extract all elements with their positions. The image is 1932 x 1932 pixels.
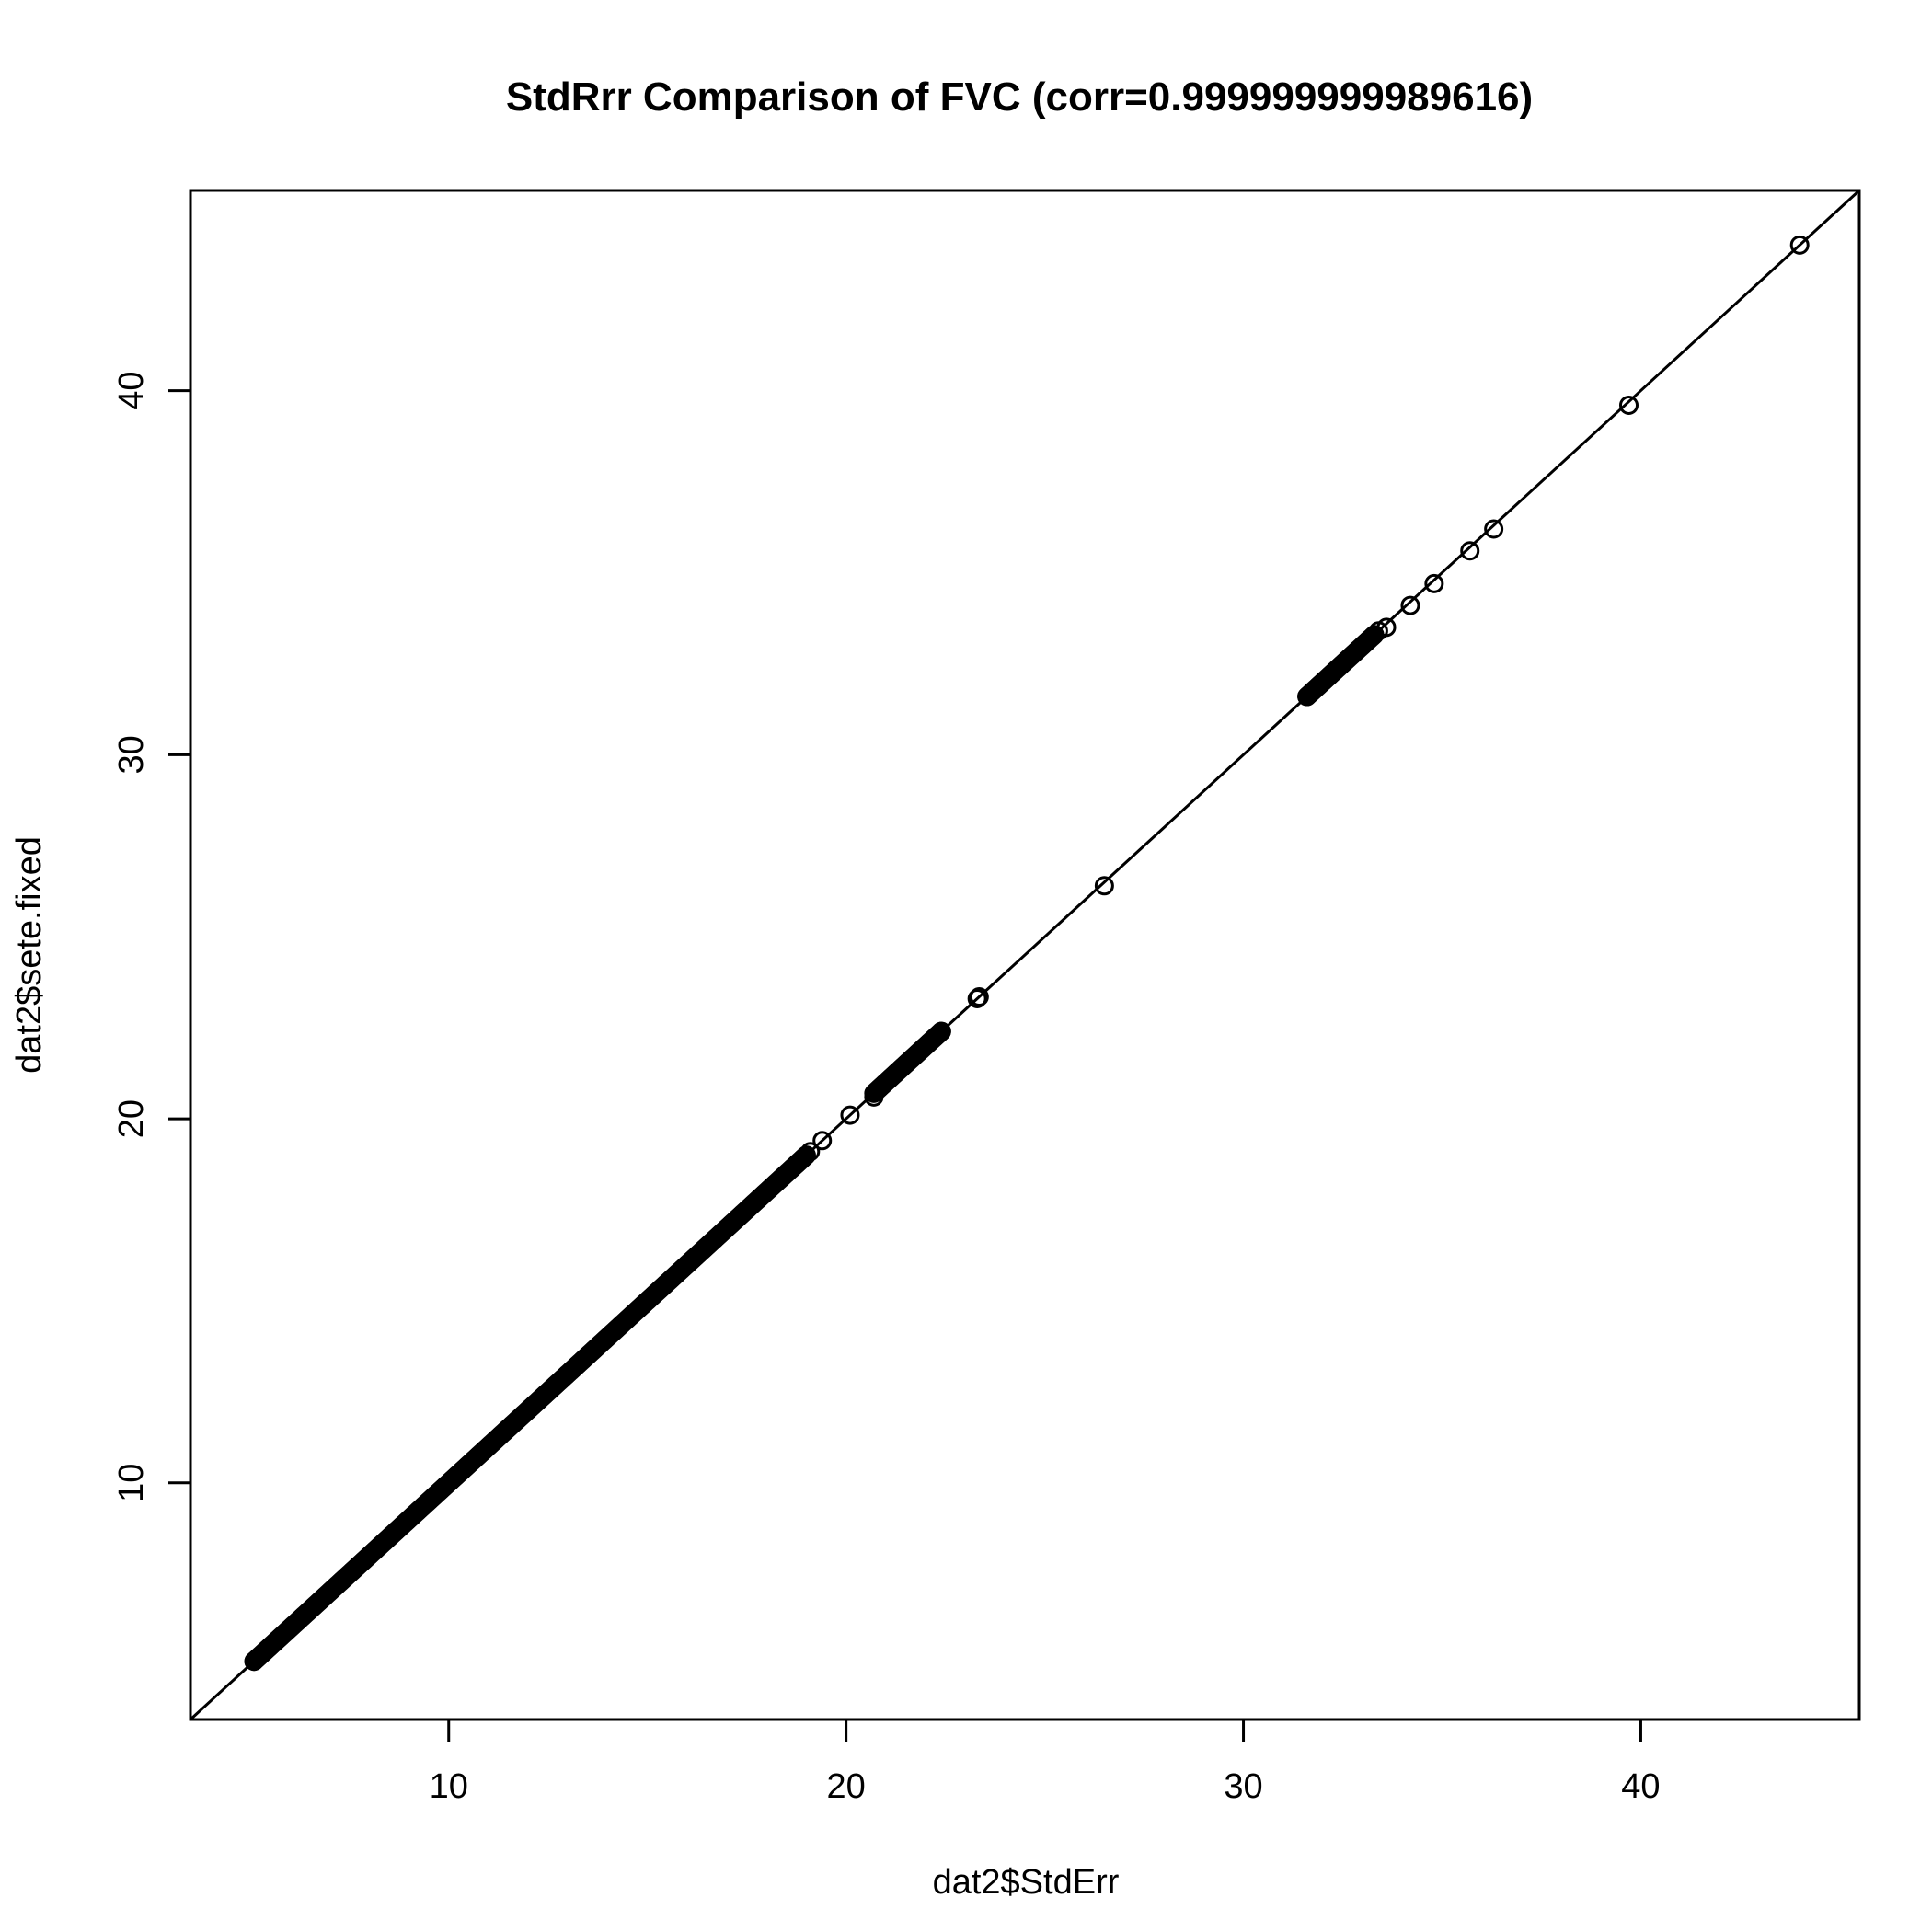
data-point [812,1131,833,1151]
x-tick-label: 10 [430,1767,468,1806]
data-point [796,1145,816,1166]
data-point [1619,395,1639,415]
y-axis-label: dat2$sete.fixed [10,836,49,1074]
data-point [864,1087,884,1107]
plot-area [189,189,1861,1721]
data-point [1484,519,1504,539]
y-tick-label: 30 [112,735,151,774]
x-tick-label: 40 [1621,1767,1660,1806]
y-tick-label: 20 [112,1099,151,1138]
x-tick-label: 30 [1224,1767,1262,1806]
data-point [931,1021,951,1041]
data-point [1460,541,1480,561]
data-point [1297,686,1317,707]
data-point [800,1142,821,1162]
y-axis: 10 20 30 40 [112,372,190,1502]
data-point [1094,876,1114,896]
data-point [840,1105,860,1125]
data-point [927,1025,948,1045]
data-point [1789,235,1810,255]
data-point [969,987,989,1007]
data-point [1424,573,1444,593]
plot-frame [189,189,1861,1721]
y-tick-label: 10 [112,1464,151,1502]
data-point [244,1651,264,1672]
y-tick-label: 40 [112,372,151,410]
data-point [967,988,987,1008]
x-axis: 10 20 30 40 [430,1719,1661,1806]
chart-title: StdRrr Comparison of FVC (corr=0.9999999… [506,75,1533,120]
data-point [1376,617,1397,638]
x-tick-label: 20 [827,1767,866,1806]
x-axis-label: dat2$StdErr [933,1863,1120,1902]
data-point [1400,595,1420,615]
